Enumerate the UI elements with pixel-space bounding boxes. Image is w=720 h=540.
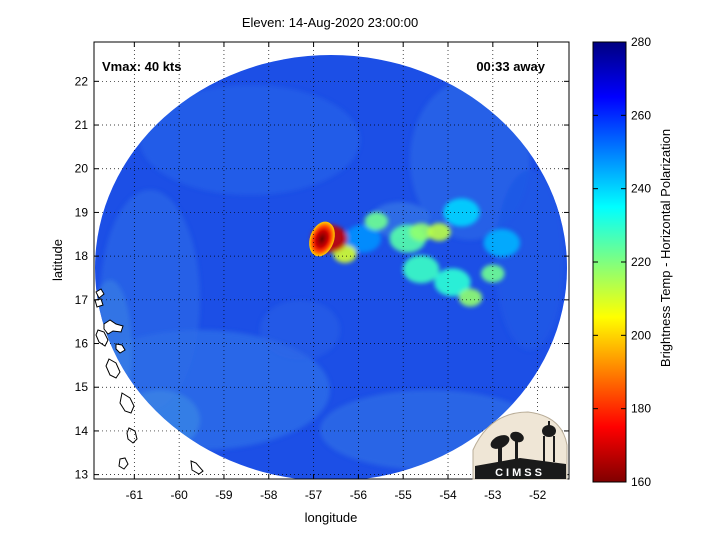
cloud-feature [364,212,389,231]
colorbar-tick-label: 280 [631,35,651,49]
swath-texture [95,80,565,470]
colorbar-tick-label: 180 [631,402,651,416]
cloud-feature [402,255,440,284]
cimss-logo: CIMSS [472,411,568,480]
vmax-annotation: Vmax: 40 kts [102,59,182,74]
y-tick-label: 22 [75,74,89,88]
x-axis: -61 -60 -59 -58 -57 -56 -55 -54 -53 -52 [126,42,547,502]
cloud-feature [434,268,471,297]
time-away-annotation: 00:33 away [476,59,545,74]
cloud-feature [481,264,505,283]
x-tick-label: -55 [395,488,413,502]
colorbar-tick-label: 260 [631,108,651,122]
cloud-feature [483,229,520,258]
x-tick-label: -61 [126,488,144,502]
colorbar-tick-label: 160 [631,475,651,489]
cloud-features [311,198,520,307]
chart-title: Eleven: 14-Aug-2020 23:00:00 [242,15,418,30]
colorbar-gradient [592,41,627,483]
island-10 [190,460,204,475]
colorbar-label: Brightness Temp - Horizontal Polarizatio… [658,129,673,367]
x-axis-label: longitude [305,510,358,525]
y-tick-label: 17 [75,293,89,307]
x-tick-label: -52 [529,488,547,502]
cloud-feature [427,223,451,242]
y-tick-label: 19 [75,205,89,219]
colorbar-tick-label: 220 [631,255,651,269]
hot-core [309,221,335,257]
cloud-feature [458,288,483,307]
island-5 [115,343,126,354]
colorbar-ticks: 160 180 200 220 240 260 280 [593,35,651,489]
colorbar: 160 180 200 220 240 260 280 Brightness Temp - … [592,35,673,489]
island-7 [119,392,135,414]
x-tick-label: -53 [484,488,502,502]
microwave-swath [95,55,567,479]
island-9 [118,457,129,470]
island-1 [95,288,105,299]
coastlines [94,288,204,475]
grid [94,42,569,479]
y-tick-label: 20 [75,162,89,176]
island-4 [95,329,109,347]
colorbar-tick-label: 240 [631,182,651,196]
y-tick-label: 18 [75,249,89,263]
colorbar-tick-label: 200 [631,328,651,342]
y-tick-label: 16 [75,337,89,351]
y-tick-label: 13 [75,468,89,482]
radar-dish-icon [490,431,524,462]
x-tick-label: -58 [260,488,278,502]
x-tick-label: -59 [215,488,233,502]
island-3 [103,319,124,335]
x-tick-label: -54 [439,488,457,502]
cloud-feature [344,224,382,253]
x-tick-label: -60 [170,488,188,502]
x-tick-label: -56 [350,488,368,502]
x-tick-label: -57 [305,488,323,502]
logo-building [475,458,566,479]
water-tower-icon [542,421,556,462]
logo-text: CIMSS [495,467,545,479]
cloud-feature [443,198,480,227]
island-6 [105,358,121,379]
y-tick-label: 14 [75,424,89,438]
y-axis-label: latitude [50,239,65,281]
y-axis: 13 14 15 16 17 18 19 20 21 22 [75,74,569,482]
plot-frame [93,41,570,480]
cloud-feature [409,223,433,242]
plot-area: -61 -60 -59 -58 -57 -56 -55 -54 -53 -52 131415161… [50,41,570,525]
y-tick-label: 15 [75,380,89,394]
y-tick-label: 21 [75,118,89,132]
